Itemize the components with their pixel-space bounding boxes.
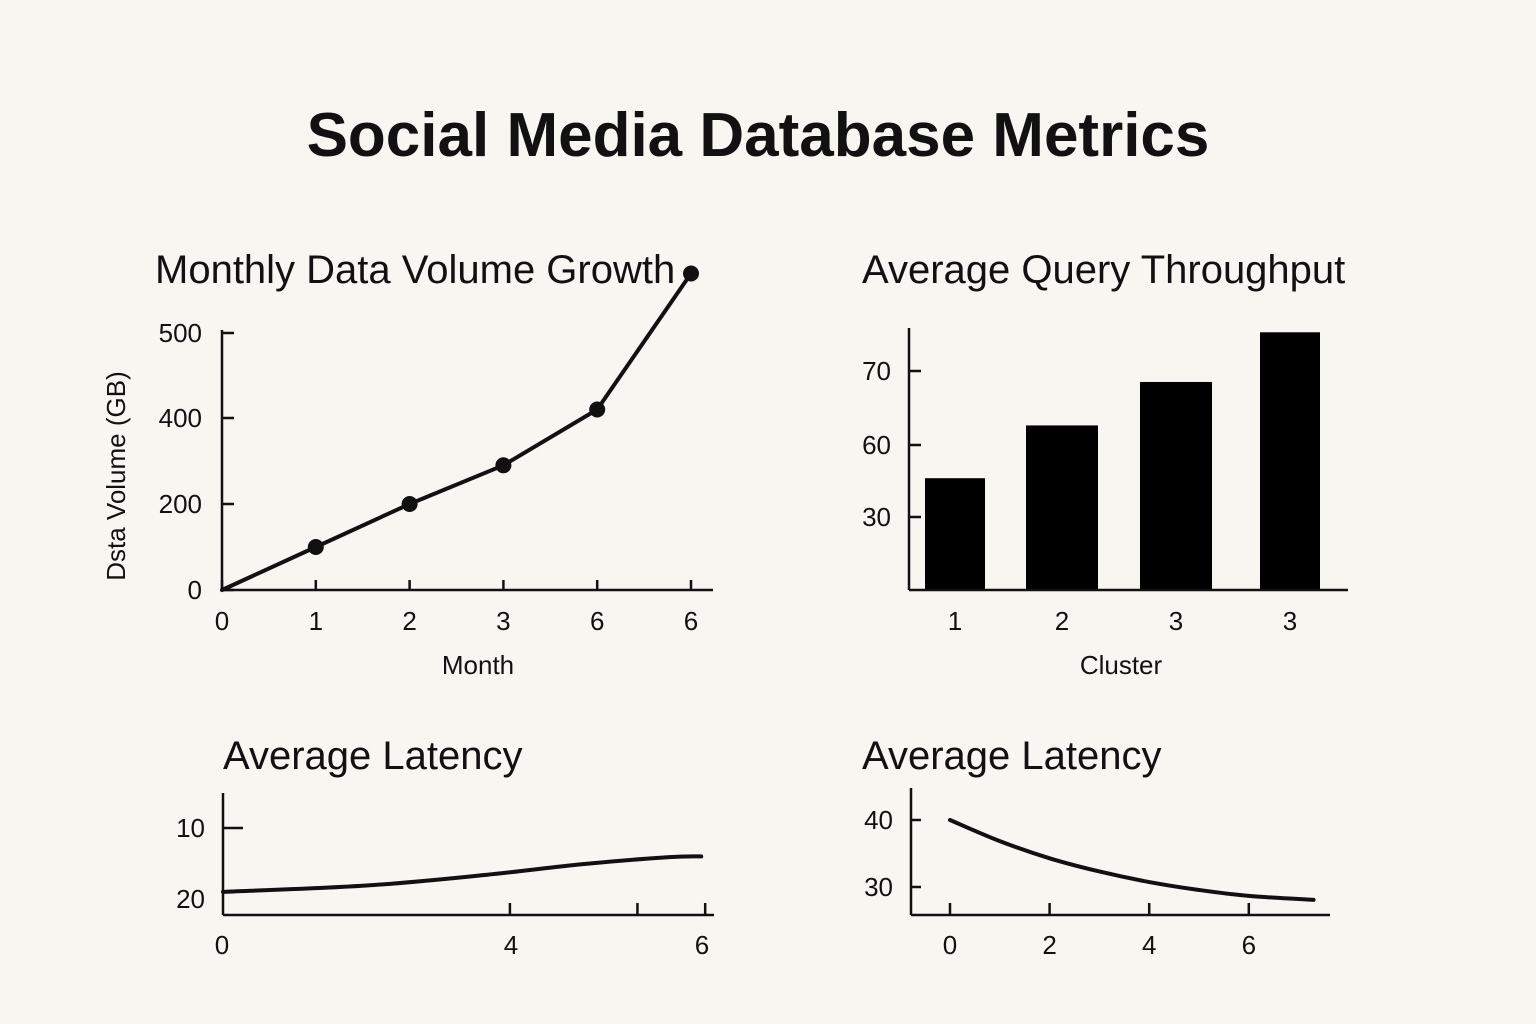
x-tick-label: 1 (309, 606, 323, 636)
x-tick-label: 2 (402, 606, 416, 636)
y-tick-label: 30 (864, 872, 893, 902)
y-tick-label: 0 (188, 575, 202, 605)
data-point (495, 457, 512, 474)
x-tick-label: 1 (948, 606, 962, 636)
x-tick-label: 4 (1142, 930, 1156, 960)
x-tick-label: 6 (590, 606, 604, 636)
series-line (948, 818, 1316, 902)
chart-title: Monthly Data Volume Growth (155, 248, 675, 292)
x-tick-label: 6 (695, 930, 709, 960)
y-tick-label: 60 (862, 430, 891, 460)
data-point (683, 265, 699, 282)
bar (925, 478, 985, 590)
chart-title: Average Query Throughput (862, 248, 1345, 292)
y-tick-label: 30 (862, 502, 891, 532)
x-tick-label: 4 (504, 930, 518, 960)
x-tick-label: 6 (1242, 930, 1256, 960)
x-axis-label: Cluster (1080, 650, 1163, 680)
x-axis-label: Month (442, 650, 514, 680)
x-tick-label: 0 (215, 930, 229, 960)
x-tick-label: 2 (1042, 930, 1056, 960)
data-point (589, 401, 606, 418)
data-point (401, 496, 418, 512)
y-axis-label: Dsta Volume (GB) (101, 371, 131, 581)
data-point (307, 539, 324, 555)
y-tick-label: 400 (159, 403, 202, 433)
bar (1140, 381, 1212, 590)
bar (1026, 425, 1098, 590)
chart-title: Average Latency (862, 734, 1161, 778)
x-tick-label: 0 (943, 930, 957, 960)
average-latency-chart-right: Average Latency 40 30 0 2 4 6 (862, 734, 1330, 960)
y-tick-label: 200 (159, 489, 202, 519)
series-line (220, 271, 693, 592)
x-tick-label: 3 (1283, 606, 1297, 636)
x-tick-label: 2 (1055, 606, 1069, 636)
y-tick-label: 500 (159, 318, 202, 348)
x-tick-label: 3 (1169, 606, 1183, 636)
chart-title: Average Latency (223, 734, 522, 778)
x-tick-label: 3 (496, 606, 510, 636)
y-tick-label: 20 (176, 884, 205, 914)
page-title: Social Media Database Metrics (307, 101, 1210, 170)
y-tick-label: 40 (864, 805, 893, 835)
y-tick-label: 10 (176, 813, 205, 843)
series-line (221, 854, 704, 894)
data-volume-line-chart: Monthly Data Volume Growth 0 200 400 500 0 1 2 3… (101, 248, 713, 680)
x-tick-label: 0 (215, 606, 229, 636)
x-tick-label: 6 (684, 606, 698, 636)
y-tick-label: 70 (862, 356, 891, 386)
average-latency-chart-left: Average Latency 10 20 0 4 6 (176, 734, 714, 960)
bar (1260, 332, 1320, 590)
